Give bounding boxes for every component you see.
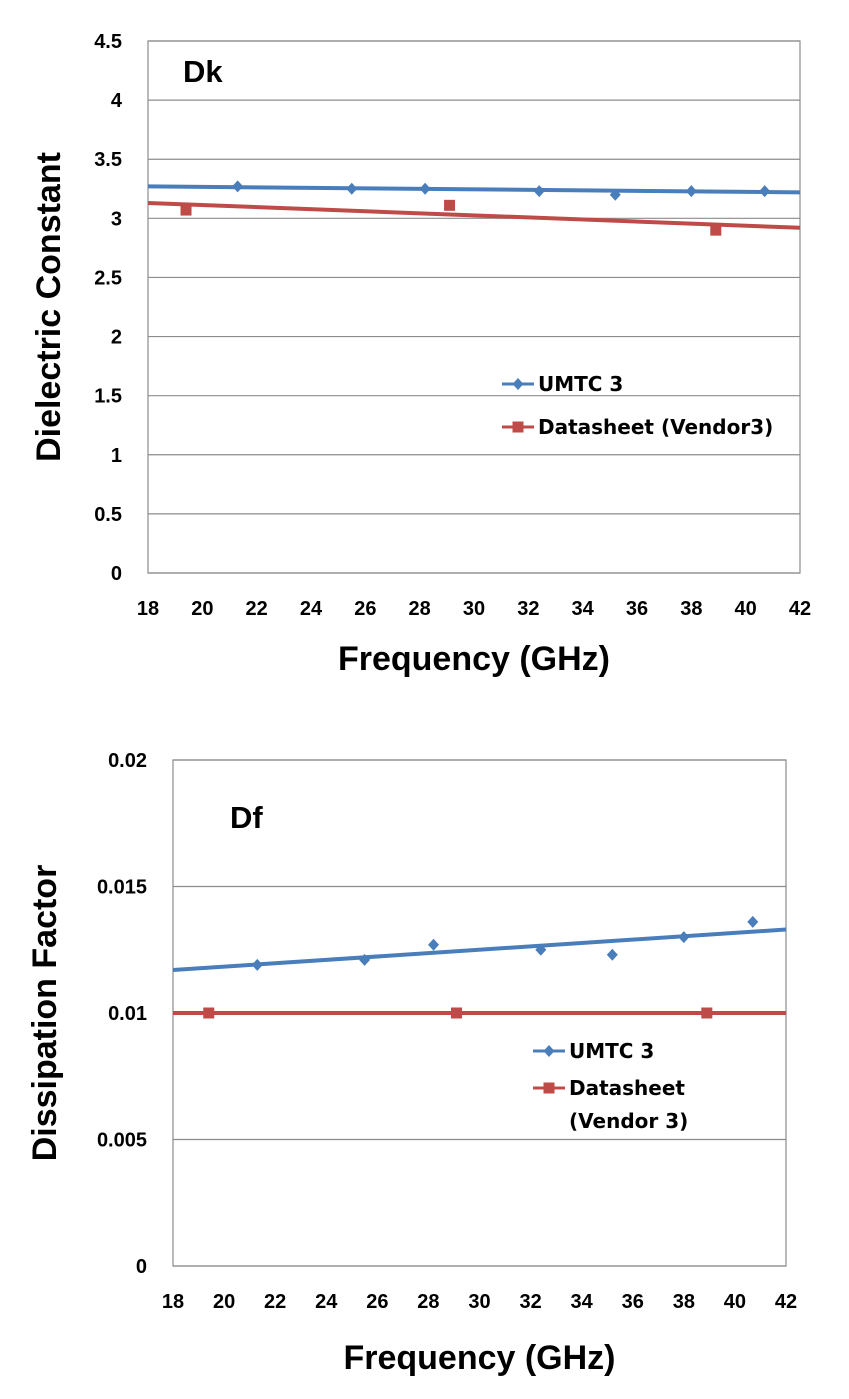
legend-label-series-1: UMTC 3 [569,1039,654,1063]
x-tick-label: 24 [300,598,323,620]
y-tick-label: 0 [136,1256,147,1278]
x-tick-label: 18 [162,1291,184,1313]
y-tick-label: 3 [111,208,122,230]
panel-label: Dk [183,54,223,89]
data-point-series-2 [180,204,192,216]
data-point-series-1 [251,958,263,971]
x-tick-label: 38 [673,1291,695,1313]
y-tick-label: 0.01 [108,1003,147,1025]
x-tick-label: 42 [789,598,811,620]
x-tick-label: 38 [680,598,702,620]
x-tick-label: 22 [246,598,268,620]
x-tick-label: 32 [517,598,539,620]
x-tick-label: 20 [213,1291,235,1313]
x-tick-label: 28 [409,598,431,620]
data-point-series-1 [535,943,547,956]
x-tick-label: 30 [463,598,485,620]
data-point-series-1 [533,185,545,198]
data-point-series-2 [710,224,722,236]
y-tick-label: 0.005 [97,1130,147,1152]
x-tick-label: 42 [775,1291,797,1313]
legend-marker-series-2 [512,421,524,433]
x-tick-label: 20 [191,598,213,620]
data-point-series-1 [428,938,440,951]
x-tick-label: 26 [354,598,376,620]
x-tick-label: 36 [622,1291,644,1313]
y-tick-label: 4.5 [94,31,122,53]
y-tick-label: 1.5 [94,386,122,408]
data-point-series-2 [203,1007,215,1019]
data-point-series-1 [759,185,771,198]
data-point-series-1 [346,182,358,195]
x-tick-label: 32 [519,1291,541,1313]
x-tick-label: 30 [468,1291,490,1313]
y-tick-label: 4 [111,90,123,112]
y-tick-label: 2 [111,327,122,349]
y-axis-title: Dissipation Factor [26,865,64,1162]
trendline-series-2 [147,200,801,230]
plot-area-border [147,40,801,574]
x-tick-label: 40 [724,1291,746,1313]
data-point-series-2 [701,1007,713,1019]
x-tick-label: 22 [264,1291,286,1313]
x-tick-label: 34 [571,1291,594,1313]
legend-marker-series-1 [512,378,524,390]
x-axis-title: Frequency (GHz) [338,640,610,678]
y-tick-label: 3.5 [94,149,122,171]
data-point-series-1 [685,185,697,198]
x-tick-label: 24 [315,1291,338,1313]
legend-label-series-1: UMTC 3 [538,372,623,396]
df-chart: 0 0.005 0.01 0.015 0.02 18 20 22 24 26 28 30 32 34 36 3… [26,750,797,1377]
x-tick-label: 34 [572,598,595,620]
x-axis-title: Frequency (GHz) [343,1339,615,1377]
legend-label-series-2: Datasheet (Vendor3) [538,415,773,439]
y-tick-label: 0.015 [97,877,147,899]
data-point-series-2 [451,1007,463,1019]
x-tick-label: 26 [366,1291,388,1313]
trendline-series-1 [172,927,787,972]
y-tick-label: 2.5 [94,267,122,289]
y-tick-label: 0.02 [108,750,147,772]
legend-label-series-2: Datasheet [569,1076,685,1100]
data-point-series-1 [232,180,244,193]
legend-marker-series-1 [543,1045,555,1057]
trendline-series-1 [147,184,801,195]
dk-chart: 0 0.5 1 1.5 2 2.5 3 3.5 4 4.5 18 20 22 24 26 28 30 32 34 36… [30,31,811,678]
data-point-series-1 [678,931,690,944]
x-tick-label: 40 [735,598,757,620]
legend-label-series-2: (Vendor 3) [569,1109,688,1133]
data-point-series-1 [359,953,371,966]
y-tick-label: 0.5 [94,504,122,526]
data-point-series-1 [747,915,759,928]
legend-marker-series-2 [543,1082,555,1094]
data-point-series-1 [609,188,621,201]
data-point-series-1 [606,948,618,961]
data-point-series-2 [444,199,456,211]
y-axis-title: Dielectric Constant [30,152,68,462]
x-tick-label: 18 [137,598,159,620]
panel-label: Df [230,800,263,835]
x-tick-label: 36 [626,598,648,620]
y-tick-label: 1 [111,445,122,467]
data-point-series-1 [419,182,431,195]
x-tick-label: 28 [417,1291,439,1313]
y-tick-label: 0 [111,563,122,585]
